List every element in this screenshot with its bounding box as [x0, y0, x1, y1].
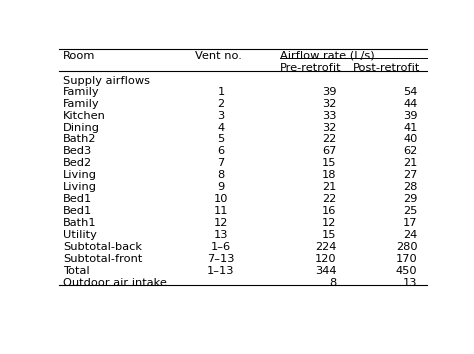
Text: Bed2: Bed2	[63, 158, 92, 169]
Text: Room: Room	[63, 51, 95, 61]
Text: Bath2: Bath2	[63, 135, 96, 144]
Text: Outdoor air intake: Outdoor air intake	[63, 278, 167, 288]
Text: 13: 13	[214, 230, 228, 240]
Text: 120: 120	[315, 254, 337, 264]
Text: Subtotal-back: Subtotal-back	[63, 242, 142, 252]
Text: 27: 27	[403, 170, 418, 180]
Text: 280: 280	[396, 242, 418, 252]
Text: Airflow rate (L/s): Airflow rate (L/s)	[280, 51, 374, 61]
Text: 15: 15	[322, 158, 337, 169]
Text: 62: 62	[403, 147, 418, 156]
Text: 170: 170	[396, 254, 418, 264]
Text: 41: 41	[403, 122, 418, 132]
Text: Vent no.: Vent no.	[195, 51, 242, 61]
Text: 44: 44	[403, 99, 418, 109]
Text: 32: 32	[322, 122, 337, 132]
Text: Supply airflows: Supply airflows	[63, 76, 150, 86]
Text: 10: 10	[214, 194, 228, 204]
Text: Bed3: Bed3	[63, 147, 92, 156]
Text: 21: 21	[403, 158, 418, 169]
Text: 29: 29	[403, 194, 418, 204]
Text: Family: Family	[63, 87, 100, 97]
Text: 344: 344	[315, 266, 337, 276]
Text: 3: 3	[217, 110, 225, 121]
Text: 39: 39	[322, 87, 337, 97]
Text: 224: 224	[315, 242, 337, 252]
Text: 15: 15	[322, 230, 337, 240]
Text: 28: 28	[403, 182, 418, 192]
Text: 7–13: 7–13	[207, 254, 235, 264]
Text: 24: 24	[403, 230, 418, 240]
Text: 54: 54	[403, 87, 418, 97]
Text: Living: Living	[63, 170, 97, 180]
Text: 9: 9	[217, 182, 225, 192]
Text: 21: 21	[322, 182, 337, 192]
Text: Kitchen: Kitchen	[63, 110, 106, 121]
Text: 12: 12	[322, 218, 337, 228]
Text: 25: 25	[403, 206, 418, 216]
Text: 6: 6	[217, 147, 225, 156]
Text: 1: 1	[217, 87, 225, 97]
Text: 67: 67	[322, 147, 337, 156]
Text: Pre-retrofit: Pre-retrofit	[280, 63, 341, 73]
Text: Utility: Utility	[63, 230, 97, 240]
Text: 39: 39	[403, 110, 418, 121]
Text: 8: 8	[217, 170, 225, 180]
Text: Bath1: Bath1	[63, 218, 97, 228]
Text: Total: Total	[63, 266, 90, 276]
Text: 22: 22	[322, 194, 337, 204]
Text: 450: 450	[396, 266, 418, 276]
Text: 1–13: 1–13	[207, 266, 235, 276]
Text: Family: Family	[63, 99, 100, 109]
Text: 2: 2	[217, 99, 225, 109]
Text: Post-retrofit: Post-retrofit	[353, 63, 420, 73]
Text: 22: 22	[322, 135, 337, 144]
Text: Bed1: Bed1	[63, 206, 92, 216]
Text: 13: 13	[403, 278, 418, 288]
Text: 5: 5	[217, 135, 225, 144]
Text: 4: 4	[217, 122, 225, 132]
Text: Subtotal-front: Subtotal-front	[63, 254, 142, 264]
Text: 17: 17	[403, 218, 418, 228]
Text: 1–6: 1–6	[211, 242, 231, 252]
Text: Bed1: Bed1	[63, 194, 92, 204]
Text: Living: Living	[63, 182, 97, 192]
Text: 32: 32	[322, 99, 337, 109]
Text: Dining: Dining	[63, 122, 100, 132]
Text: 18: 18	[322, 170, 337, 180]
Text: 7: 7	[217, 158, 225, 169]
Text: 16: 16	[322, 206, 337, 216]
Text: 33: 33	[322, 110, 337, 121]
Text: 40: 40	[403, 135, 418, 144]
Text: 11: 11	[214, 206, 228, 216]
Text: 12: 12	[214, 218, 228, 228]
Text: 8: 8	[329, 278, 337, 288]
